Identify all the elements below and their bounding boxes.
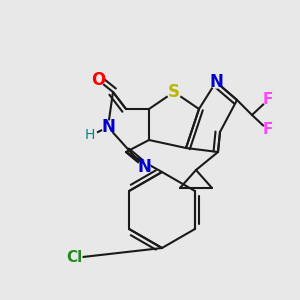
Text: F: F xyxy=(263,92,273,107)
Circle shape xyxy=(263,95,273,105)
Circle shape xyxy=(138,161,150,173)
Text: F: F xyxy=(263,122,273,137)
Circle shape xyxy=(263,125,273,135)
Circle shape xyxy=(87,130,97,140)
Text: Cl: Cl xyxy=(66,250,82,266)
Circle shape xyxy=(210,76,222,88)
Circle shape xyxy=(102,121,114,133)
Circle shape xyxy=(92,74,104,86)
Text: N: N xyxy=(137,158,151,176)
Text: N: N xyxy=(101,118,115,136)
Text: S: S xyxy=(168,83,180,101)
Circle shape xyxy=(66,250,82,266)
Text: N: N xyxy=(209,73,223,91)
Text: H: H xyxy=(85,128,95,142)
Circle shape xyxy=(167,85,181,99)
Text: O: O xyxy=(91,71,105,89)
